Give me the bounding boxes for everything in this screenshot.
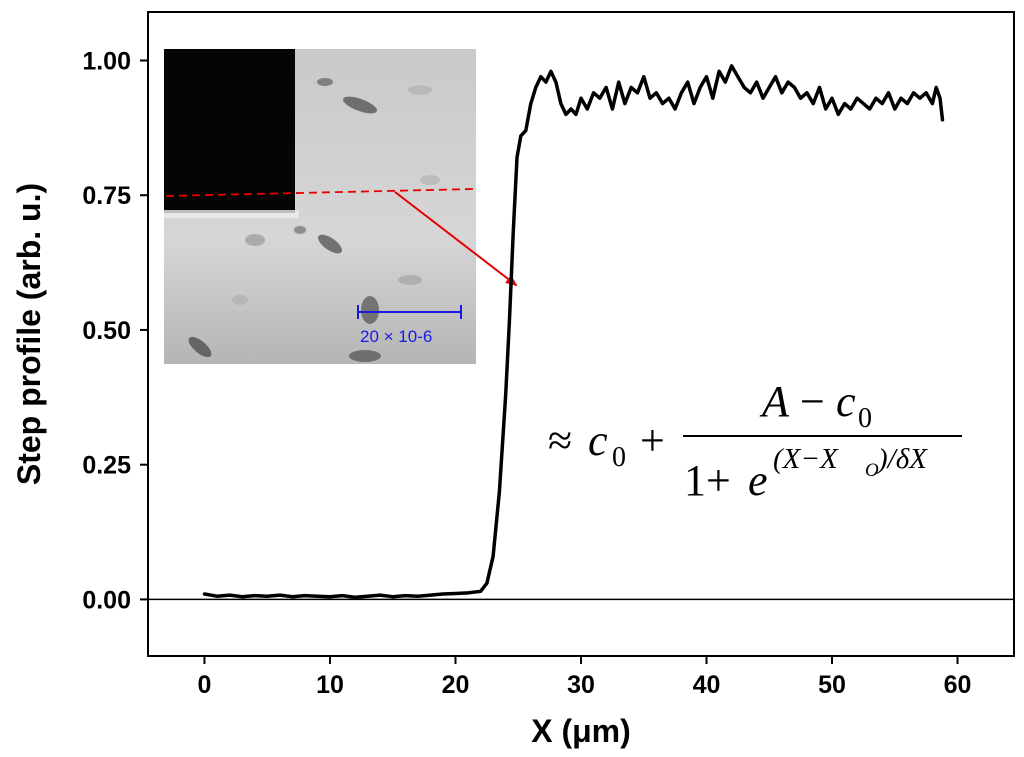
y-tick-label: 0.25 — [82, 452, 131, 480]
fit-equation: ≈ c 0 + A − c 0 1 + e (X−X O )/δX — [548, 377, 962, 505]
series-line-step-profile — [202, 64, 945, 600]
y-tick-label: 0.50 — [82, 317, 131, 345]
eq-numerator-minus: − — [800, 377, 825, 426]
x-tick-label: 50 — [818, 671, 846, 699]
eq-c0-left: c — [588, 416, 608, 465]
inset-texture — [188, 78, 440, 362]
eq-c0-left-sub: 0 — [612, 442, 626, 473]
eq-exponent-sub: O — [865, 460, 879, 481]
eq-numerator-c: c — [836, 377, 856, 426]
inset-scale-bar: 20 × 10-6 — [357, 305, 462, 346]
inset-dark-edge — [164, 210, 299, 218]
eq-plus: + — [640, 416, 665, 465]
eq-denominator-e: e — [748, 456, 768, 505]
x-tick-label: 60 — [944, 671, 972, 699]
eq-exponent: (X−X — [773, 443, 839, 475]
x-tick-label: 30 — [567, 671, 595, 699]
x-tick-label: 40 — [693, 671, 721, 699]
x-tick-label: 0 — [198, 671, 212, 699]
x-axis-title: X (μm) — [531, 713, 631, 749]
y-tick-label: 0.00 — [82, 586, 131, 614]
annotation-arrow — [394, 191, 518, 287]
eq-denominator-plus: + — [706, 456, 731, 505]
eq-numerator-A: A — [759, 377, 790, 426]
eq-exponent-end: )/δX — [876, 443, 928, 475]
inset-dark-region — [164, 49, 295, 213]
x-tick-label: 10 — [316, 671, 344, 699]
y-axis: 0.00 0.25 0.50 0.75 1.00 — [82, 48, 148, 614]
y-tick-label: 0.75 — [82, 182, 131, 210]
y-axis-title: Step profile (arb. u.) — [11, 183, 47, 485]
eq-denominator-one: 1 — [684, 456, 706, 505]
inset-micrograph: 20 × 10-6 — [164, 49, 476, 364]
eq-approx: ≈ — [548, 416, 572, 465]
scale-bar-label: 20 × 10-6 — [360, 327, 432, 346]
x-tick-label: 20 — [442, 671, 470, 699]
eq-numerator-c-sub: 0 — [858, 403, 872, 434]
y-tick-label: 1.00 — [82, 48, 131, 76]
x-axis: 0 10 20 30 40 50 60 — [198, 656, 972, 699]
